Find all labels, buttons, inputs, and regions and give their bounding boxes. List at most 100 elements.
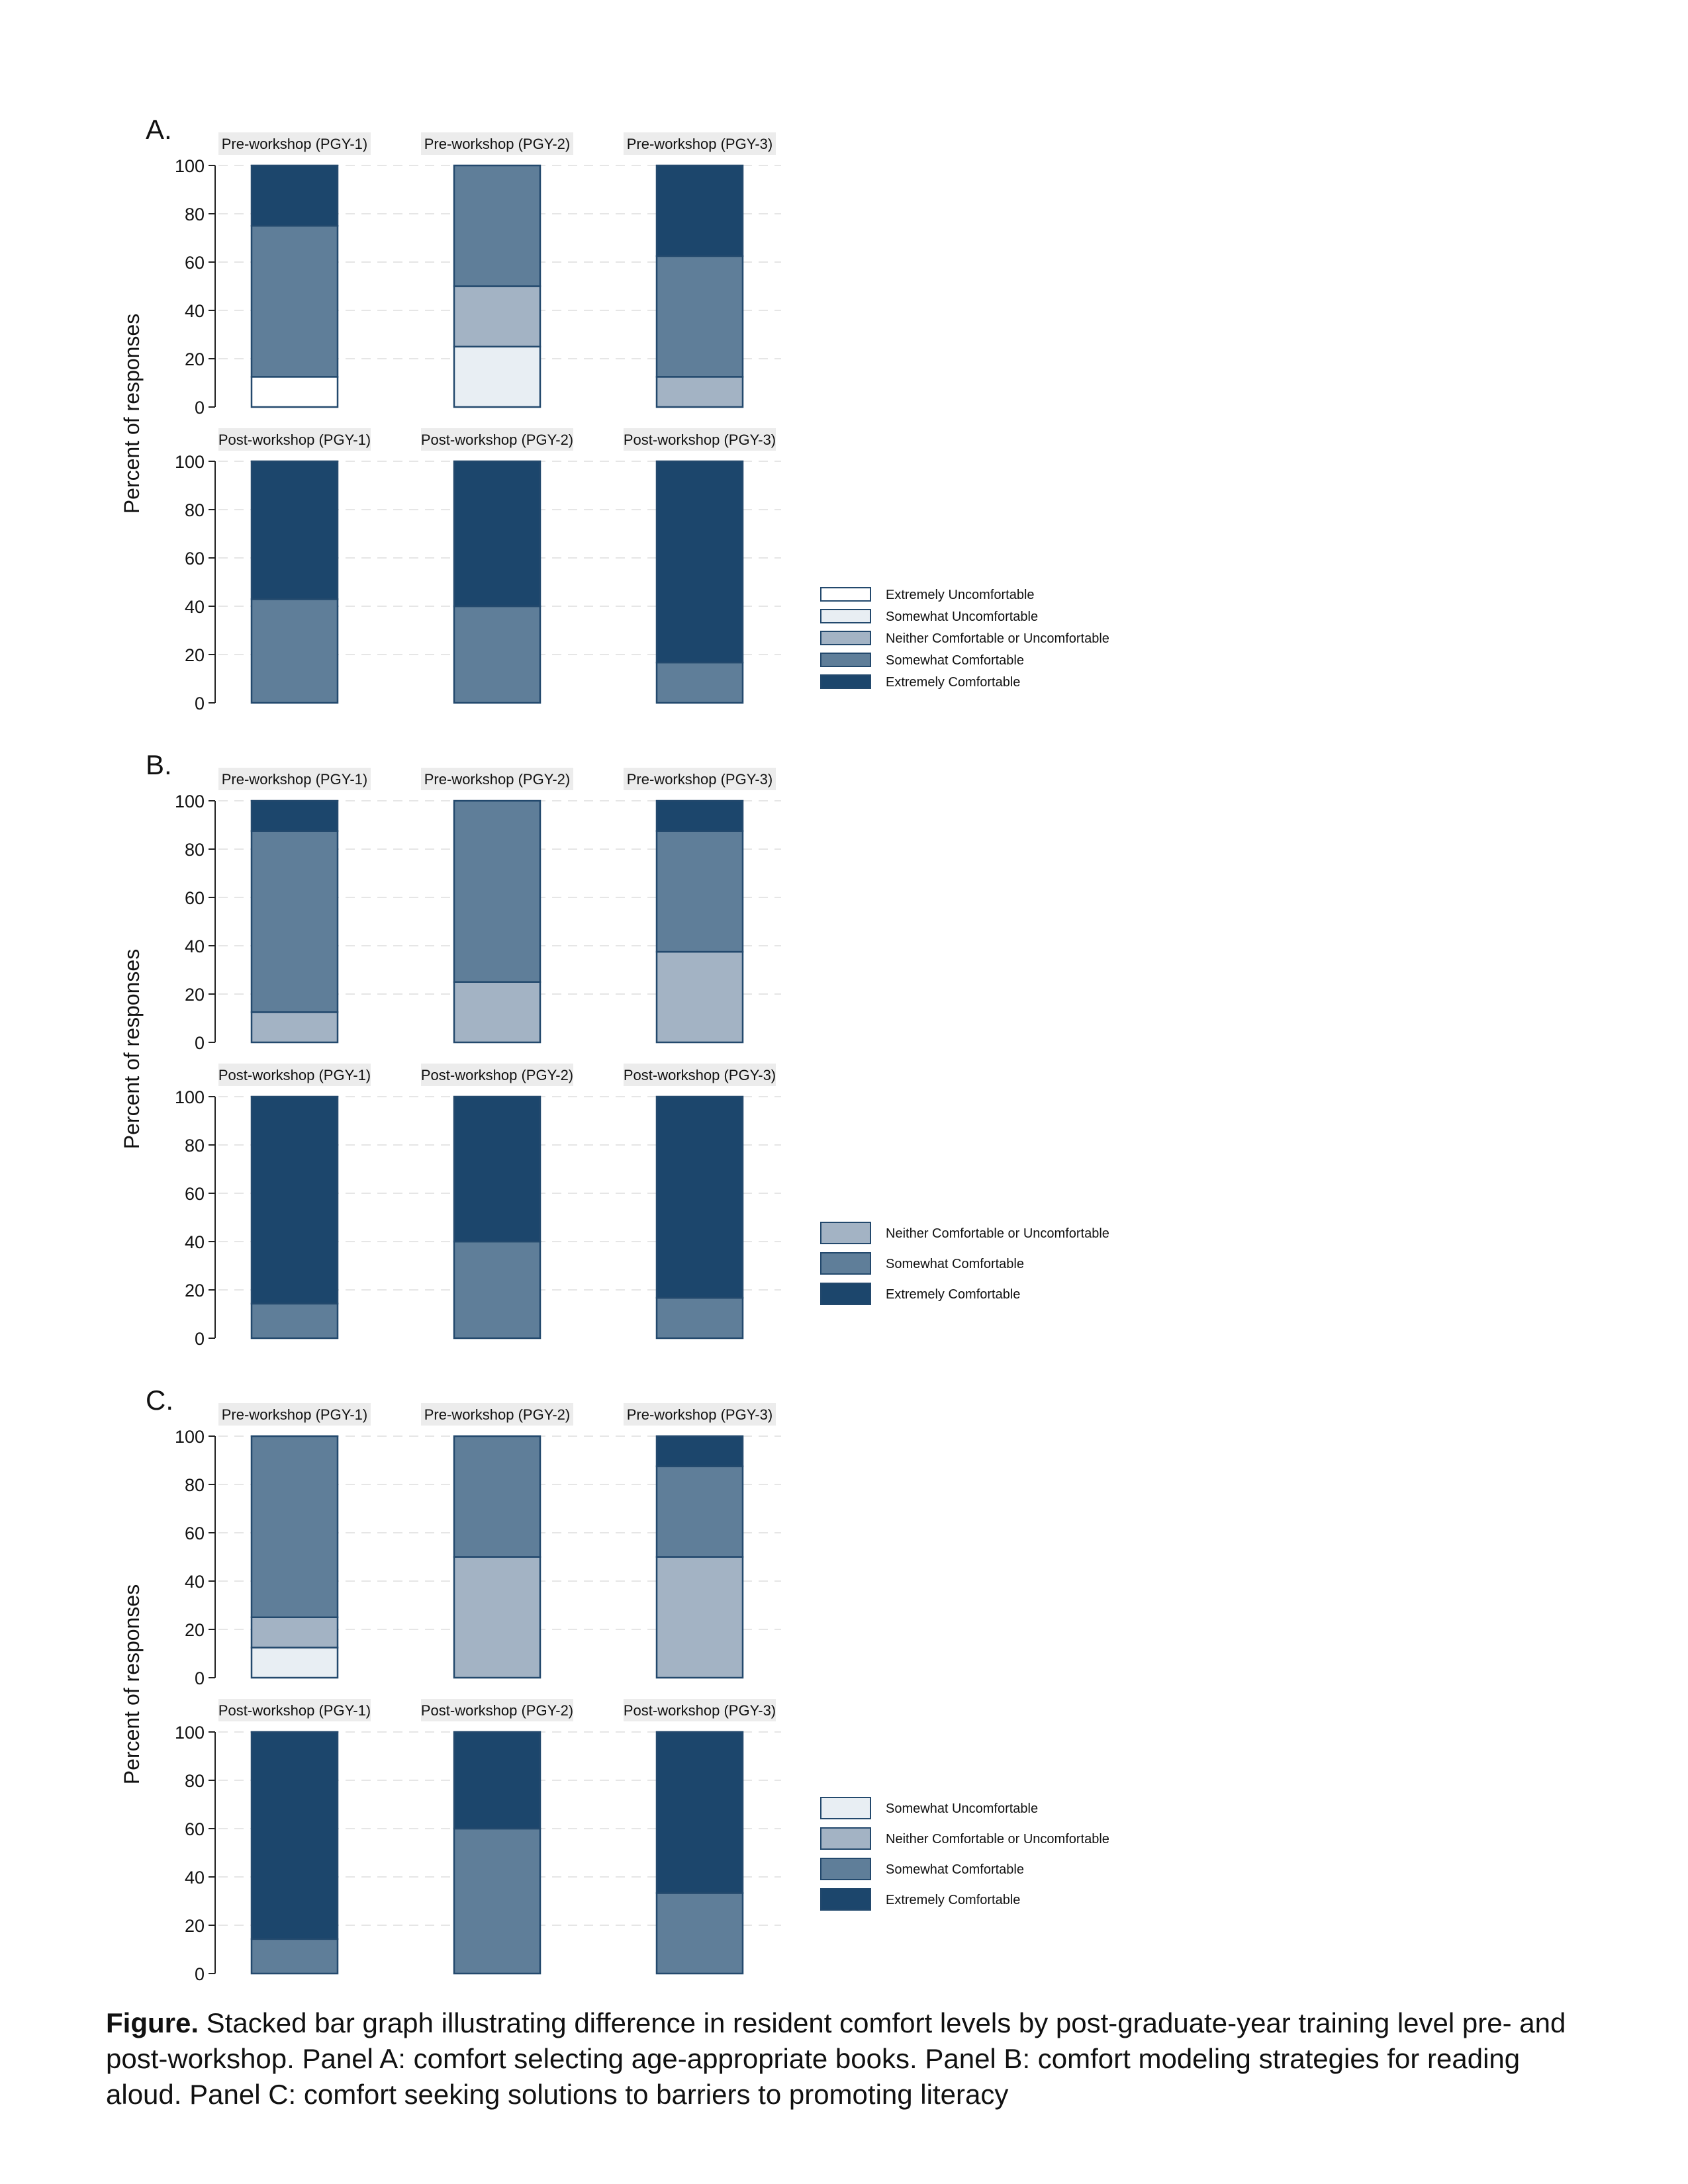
y-tick-label: 20 <box>185 985 205 1005</box>
facet-title: Post-workshop (PGY-3) <box>624 1067 776 1083</box>
bar-segment <box>655 830 744 953</box>
bar-segment <box>655 1556 744 1679</box>
legend-swatch <box>820 631 871 645</box>
y-tick-label: 40 <box>185 1572 205 1592</box>
bar-segment <box>250 1938 339 1975</box>
bar-segment <box>453 799 541 983</box>
facet-header-bg <box>218 132 371 155</box>
caption-lead: Figure. <box>106 2007 199 2038</box>
bar-segment <box>250 1095 339 1305</box>
y-tick-label: 0 <box>195 1329 205 1349</box>
y-tick-label: 20 <box>185 349 205 369</box>
legend-swatch <box>820 653 871 667</box>
facet-title: Pre-workshop (PGY-2) <box>424 1406 570 1423</box>
panel-label: B. <box>146 749 172 780</box>
y-tick-label: 40 <box>185 1232 205 1252</box>
facet-title: Post-workshop (PGY-3) <box>624 1702 776 1719</box>
y-tick-label: 20 <box>185 1281 205 1300</box>
panel-a: A. Percent of responses 0 20 40 60 80 100 Pre-wo… <box>120 114 1109 713</box>
facet-title: Pre-workshop (PGY-3) <box>627 771 773 788</box>
y-tick-label: 40 <box>185 936 205 956</box>
y-tick-label: 60 <box>185 253 205 273</box>
bar-segment <box>453 1240 541 1340</box>
legend-label: Somewhat Uncomfortable <box>886 1801 1038 1816</box>
bar-segment <box>250 1302 339 1340</box>
facet-header-bg <box>218 1403 371 1426</box>
facet-header-bg <box>421 768 573 790</box>
y-axis-title: Percent of responses <box>120 314 144 514</box>
facet-header-bg <box>624 428 776 451</box>
legend-swatch <box>820 609 871 623</box>
legend-swatch <box>820 674 871 689</box>
facet-title: Pre-workshop (PGY-1) <box>222 136 367 152</box>
legend-label: Neither Comfortable or Uncomfortable <box>886 631 1109 646</box>
bar-segment <box>453 345 541 408</box>
bar-segment <box>453 460 541 608</box>
legend-label: Somewhat Comfortable <box>886 1862 1024 1877</box>
panel-b: B. Percent of responses 0 20 40 60 80 100 Pre-wo… <box>120 749 1109 1349</box>
facet-title: Post-workshop (PGY-2) <box>421 1067 573 1083</box>
bar-segment <box>250 164 339 227</box>
facet-header-bg <box>218 1699 371 1721</box>
y-tick-label: 80 <box>185 500 205 520</box>
bar-segment <box>655 1465 744 1558</box>
facet-header-bg <box>624 768 776 790</box>
y-tick-label: 20 <box>185 645 205 665</box>
facet-title: Post-workshop (PGY-1) <box>218 1702 371 1719</box>
facet-header-bg <box>624 1064 776 1086</box>
bar-segment <box>250 799 339 832</box>
bar-segment <box>453 164 541 287</box>
bar-segment <box>655 661 744 704</box>
bar-segment <box>655 799 744 832</box>
y-tick-label: 20 <box>185 1620 205 1640</box>
y-tick-label: 60 <box>185 1524 205 1543</box>
y-tick-label: 60 <box>185 549 205 569</box>
bar-segment <box>655 1731 744 1894</box>
panel-label: C. <box>146 1385 173 1416</box>
y-tick-label: 20 <box>185 1916 205 1936</box>
bar-segment <box>453 1095 541 1243</box>
bar-segment <box>250 1731 339 1940</box>
legend-label: Extremely Comfortable <box>886 675 1020 690</box>
stacked-bar-figure: A. Percent of responses 0 20 40 60 80 100 Pre-wo… <box>120 114 1109 1984</box>
y-tick-label: 40 <box>185 1868 205 1888</box>
figure-caption: Figure. Stacked bar graph illustrating d… <box>106 2005 1595 2113</box>
facet-header-bg <box>624 132 776 155</box>
legend-label: Extremely Uncomfortable <box>886 588 1035 602</box>
bar-segment <box>453 1435 541 1558</box>
legend-label: Neither Comfortable or Uncomfortable <box>886 1832 1109 1846</box>
bar-segment <box>250 225 339 378</box>
bar-segment <box>655 164 744 257</box>
y-axis-title: Percent of responses <box>120 1584 144 1784</box>
bar-segment <box>655 950 744 1044</box>
bar-segment <box>453 605 541 704</box>
y-tick-label: 100 <box>175 1723 205 1743</box>
y-tick-label: 0 <box>195 1668 205 1688</box>
facet-header-bg <box>421 1403 573 1426</box>
y-tick-label: 60 <box>185 888 205 908</box>
caption-text: Stacked bar graph illustrating differenc… <box>106 2007 1566 2110</box>
bar-segment <box>250 830 339 1013</box>
y-tick-label: 60 <box>185 1819 205 1839</box>
legend-swatch <box>820 1888 871 1911</box>
facet-header-bg <box>421 1064 573 1086</box>
y-tick-label: 0 <box>195 1964 205 1984</box>
y-tick-label: 100 <box>175 1427 205 1447</box>
bar-segment <box>453 1827 541 1975</box>
bar-segment <box>250 1616 339 1649</box>
facet-title: Post-workshop (PGY-2) <box>421 1702 573 1719</box>
legend-label: Somewhat Comfortable <box>886 653 1024 668</box>
legend-swatch <box>820 1797 871 1819</box>
legend-label: Somewhat Comfortable <box>886 1257 1024 1271</box>
panel-label: A. <box>146 114 172 145</box>
panel-c: C. Percent of responses 0 20 40 60 80 100 Pre-wo… <box>120 1385 1109 1984</box>
y-tick-label: 40 <box>185 301 205 321</box>
facet-title: Pre-workshop (PGY-3) <box>627 136 773 152</box>
facet-title: Pre-workshop (PGY-3) <box>627 1406 773 1423</box>
facet-header-bg <box>624 1403 776 1426</box>
y-tick-label: 80 <box>185 1771 205 1791</box>
y-tick-label: 60 <box>185 1184 205 1204</box>
facet-title: Pre-workshop (PGY-1) <box>222 771 367 788</box>
y-tick-label: 0 <box>195 1033 205 1053</box>
facet-title: Post-workshop (PGY-2) <box>421 432 573 448</box>
